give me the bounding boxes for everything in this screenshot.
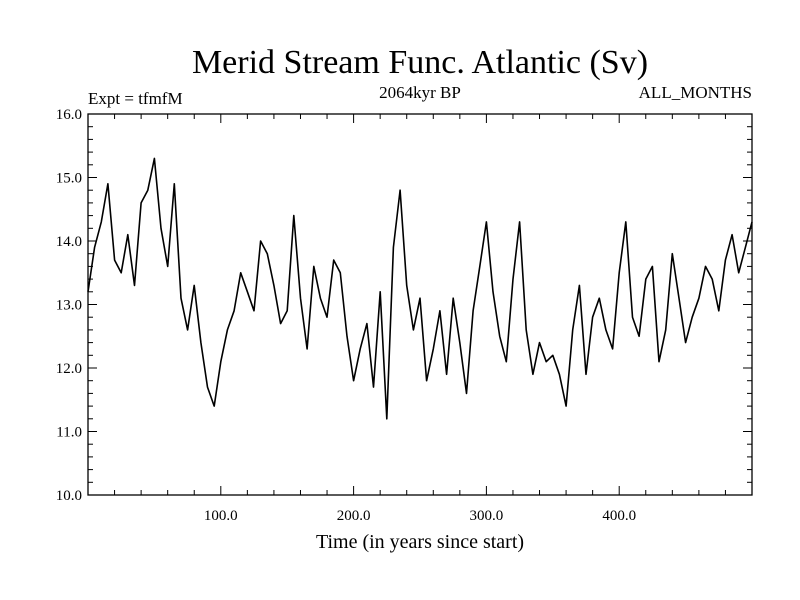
y-tick-label: 12.0: [56, 361, 82, 377]
y-tick-label: 14.0: [56, 234, 82, 250]
y-tick-label: 15.0: [56, 171, 82, 187]
x-axis-label: Time (in years since start): [316, 531, 524, 553]
y-tick-label: 11.0: [56, 425, 82, 441]
axis-ticks: [88, 114, 752, 495]
y-tick-label: 16.0: [56, 107, 82, 123]
y-tick-label: 13.0: [56, 298, 82, 314]
subtitle-center: 2064kyr BP: [379, 83, 461, 102]
x-tick-label: 300.0: [470, 508, 504, 524]
x-tick-label: 200.0: [337, 508, 371, 524]
chart-title: Merid Stream Func. Atlantic (Sv): [192, 44, 648, 81]
series-line: [87, 157, 753, 420]
subtitle-left: Expt = tfmfM: [88, 89, 183, 108]
subtitle-right: ALL_MONTHS: [639, 83, 752, 102]
series-layer: [87, 157, 753, 420]
x-tick-label: 100.0: [204, 508, 238, 524]
axis-tick-labels: 100.0 200.0 300.0 400.0 10.0 11.0 12.0 13.0 14.0…: [56, 107, 636, 524]
y-tick-label: 10.0: [56, 488, 82, 504]
x-tick-label: 400.0: [602, 508, 636, 524]
